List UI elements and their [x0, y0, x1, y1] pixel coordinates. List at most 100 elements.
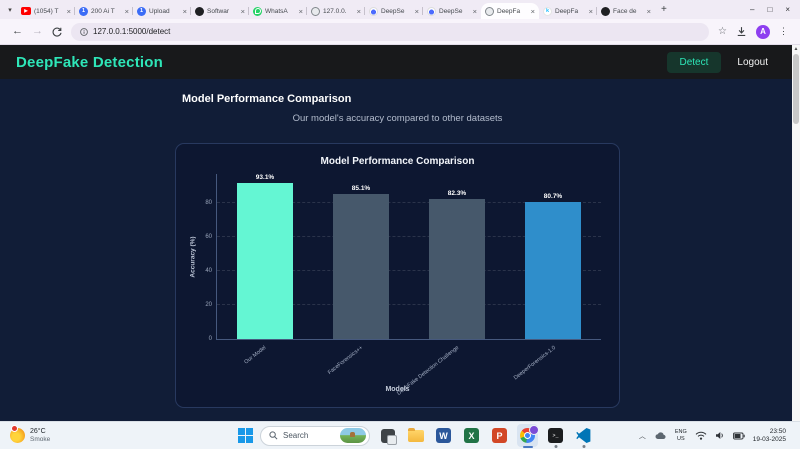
minimize-button[interactable]: – [750, 5, 755, 14]
browser-tab[interactable]: k DeepFa × [539, 3, 597, 19]
cloud-icon[interactable] [654, 431, 667, 440]
scroll-up-arrow-icon[interactable]: ▲ [793, 46, 799, 52]
gridline [217, 303, 601, 305]
page-heading: Model Performance Comparison [182, 93, 352, 105]
word-icon[interactable]: W [433, 424, 454, 447]
chart-title: Model Performance Comparison [320, 156, 475, 167]
address-bar-actions: ☆ A ⋮ [718, 24, 788, 39]
browser-tab[interactable]: 1 200 Ai T × [74, 3, 133, 19]
detect-button[interactable]: Detect [666, 51, 722, 73]
powerpoint-icon[interactable]: P [489, 424, 510, 447]
tab-label: Softwar [207, 7, 230, 15]
x-axis-label: Models [385, 386, 410, 393]
tab-label: 200 Ai T [91, 7, 115, 15]
system-tray: ︿ ENG US 23:50 19-03-2025 [639, 428, 790, 444]
excel-icon[interactable]: X [461, 424, 482, 447]
tab-label: DeepSe [381, 7, 405, 15]
volume-icon[interactable] [715, 431, 725, 440]
bar-slot: 85.1% [333, 174, 389, 339]
tray-chevron-icon[interactable]: ︿ [638, 432, 646, 440]
bar[interactable] [429, 199, 485, 339]
tab-close-icon[interactable]: × [298, 6, 303, 16]
y-tick-label: 0 [208, 336, 212, 342]
tab-search-chevron-icon[interactable]: ▾ [8, 6, 12, 14]
tab-close-icon[interactable]: × [414, 6, 419, 16]
weather-temp: 26°C [30, 427, 46, 435]
search-icon [269, 431, 278, 440]
tab-label: Upload [149, 7, 170, 15]
forward-button[interactable]: → [32, 25, 43, 37]
tab-close-icon[interactable]: × [530, 6, 535, 16]
notification-badge [11, 425, 18, 432]
browser-tab[interactable]: DeepSe × [364, 3, 423, 19]
search-highlight-image[interactable] [340, 428, 366, 443]
bar[interactable] [333, 194, 389, 339]
weather-widget[interactable]: 26°C Smoke [10, 425, 50, 444]
tab-close-icon[interactable]: × [124, 6, 129, 16]
tab-close-icon[interactable]: × [240, 6, 245, 16]
download-icon[interactable] [736, 26, 747, 37]
bar-value-label: 93.1% [255, 174, 275, 181]
url-bar[interactable]: 127.0.0.1:5000/detect [71, 22, 710, 41]
tab-close-icon[interactable]: × [182, 6, 187, 16]
language-indicator[interactable]: ENG US [674, 429, 687, 442]
close-window-button[interactable]: × [785, 5, 790, 14]
tab-label: DeepFa [555, 7, 579, 15]
running-indicator [582, 445, 585, 448]
bar-value-label: 85.1% [351, 185, 371, 193]
vscode-icon[interactable] [573, 424, 594, 448]
excel-glyph: X [464, 428, 479, 443]
clock-widget[interactable]: 23:50 19-03-2025 [752, 427, 786, 443]
bar-slot: 80.7% [525, 174, 581, 339]
x-tick-label: DeeperForensics-1.0 [512, 345, 557, 382]
battery-icon[interactable] [732, 432, 745, 440]
start-button[interactable] [238, 428, 253, 443]
bar[interactable] [237, 183, 293, 339]
browser-tab[interactable]: DeepSe × [422, 3, 481, 19]
windows-taskbar: 26°C Smoke Search W X P >_ ︿ ENG [0, 421, 800, 449]
tab-label: (1054) T [34, 7, 59, 15]
page-scrollbar[interactable]: ▲ [792, 45, 800, 421]
terminal-icon[interactable]: >_ [545, 424, 566, 448]
tab-label: Face de [613, 7, 637, 15]
browser-tab[interactable]: Softwar × [190, 3, 249, 19]
app-title: DeepFake Detection [16, 53, 163, 71]
tab-close-icon[interactable]: × [588, 6, 593, 16]
site-info-icon[interactable] [80, 27, 88, 36]
scrollbar-thumb[interactable] [793, 54, 799, 124]
browser-tab[interactable]: DeepFa × [481, 3, 539, 19]
page-viewport: DeepFake Detection Detect Logout Model P… [0, 45, 800, 421]
folder-icon[interactable] [405, 424, 426, 447]
bar-slot: 93.1% [237, 174, 293, 339]
tab-close-icon[interactable]: × [472, 6, 477, 16]
back-button[interactable]: ← [12, 25, 23, 37]
bar[interactable] [525, 201, 581, 339]
wifi-icon[interactable] [695, 431, 707, 440]
y-axis-label: Accuracy (%) [189, 236, 197, 278]
maximize-button[interactable]: □ [767, 5, 773, 14]
logout-link[interactable]: Logout [737, 56, 768, 68]
browser-tab[interactable]: 1 Upload × [132, 3, 191, 19]
bar-value-label: 82.3% [447, 190, 467, 198]
browser-menu-icon[interactable]: ⋮ [779, 26, 788, 36]
tab-close-icon[interactable]: × [356, 6, 361, 16]
gridline [217, 269, 601, 271]
bookmark-star-icon[interactable]: ☆ [718, 26, 727, 37]
new-tab-button[interactable]: + [661, 4, 667, 15]
refresh-button[interactable] [52, 27, 62, 37]
kaggle-icon: k [543, 6, 552, 16]
tab-close-icon[interactable]: × [646, 6, 651, 16]
profile-avatar[interactable]: A [756, 24, 770, 39]
tab-label: 127.0.0. [323, 7, 347, 15]
tab-close-icon[interactable]: × [66, 6, 71, 16]
taskbar-search[interactable]: Search [260, 425, 370, 446]
browser-tab[interactable]: 127.0.0. × [306, 3, 365, 19]
browser-tab[interactable]: ▶ (1054) T × [17, 3, 75, 19]
browser-tab[interactable]: WhatsA × [248, 3, 307, 19]
chrome-icon[interactable] [517, 424, 539, 447]
taskview-icon[interactable] [377, 424, 398, 447]
y-tick-label: 60 [205, 233, 212, 240]
browser-tab[interactable]: Face de × [596, 3, 655, 19]
folder-glyph [407, 427, 424, 442]
